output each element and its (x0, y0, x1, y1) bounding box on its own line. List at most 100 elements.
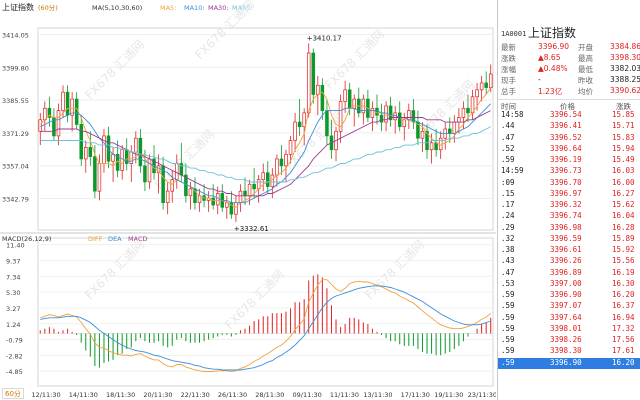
trade-row[interactable]: .53 3397.00 16.30 (498, 279, 640, 290)
quote-value: 1.23亿 (538, 87, 563, 96)
candle-down (325, 110, 329, 137)
trade-row[interactable]: .59 3398.01 17.32 (498, 324, 640, 335)
trade-row[interactable]: .47 3396.89 16.19 (498, 268, 640, 279)
trade-change: 16.20 (612, 290, 635, 299)
trade-row[interactable]: .15 3396.97 16.27 (498, 189, 640, 200)
macd-y-tick: 11.40 (6, 242, 25, 250)
x-tick-label: 14/11:30 (69, 391, 98, 399)
quote-value: ▲0.48% (538, 64, 568, 73)
trade-change: 15.92 (612, 245, 635, 254)
trades-list[interactable]: 14:58 3396.54 15.85 .44 3396.41 15.71 .47 3396.… (498, 110, 640, 369)
trade-row[interactable]: .24 3396.74 16.04 (498, 211, 640, 222)
chart-area[interactable]: 上证指数 (60分) MA(5,10,30,60) MA5: MA10: MA30: MA6… (0, 0, 496, 400)
quote-value: 3396.90 (538, 42, 570, 51)
trades-header-time: 时间 (501, 102, 516, 111)
macd-y-tick: 7.34 (6, 273, 20, 281)
candle-up (343, 89, 347, 102)
quote-label: 涨跌 (501, 54, 516, 63)
candle-up (452, 121, 457, 134)
quote-label: 开盘 (578, 43, 593, 52)
trade-change: 16.28 (612, 222, 635, 232)
x-tick-label: 26/11:30 (218, 391, 247, 399)
trade-price: 3396.64 (550, 143, 582, 153)
trade-row[interactable]: .43 3396.26 15.56 (498, 256, 640, 267)
trade-row[interactable]: .38 3396.61 15.92 (498, 245, 640, 256)
trade-row[interactable]: .32 3396.59 15.89 (498, 234, 640, 245)
quote-panel: 1A0001 上证指数 最新 3396.90 开盘 3384.86 涨跌 ▲8.65 最高 3… (497, 0, 640, 400)
trade-change: 15.85 (612, 110, 635, 119)
trade-change: 15.71 (612, 121, 635, 131)
trade-row[interactable]: .17 3396.32 15.62 (498, 200, 640, 211)
trade-price: 3396.70 (550, 177, 582, 187)
trade-row[interactable]: .44 3396.41 15.71 (498, 121, 640, 132)
trade-row[interactable]: 14:59 3396.73 16.03 (498, 166, 640, 177)
trade-time: .24 (501, 211, 515, 221)
macd-legend-2: MACD (128, 235, 147, 243)
macd-label: MACD(26,12,9) (2, 235, 51, 243)
kline-y-tick: 3385.55 (2, 97, 29, 105)
candle-down (74, 98, 79, 125)
trade-time: .29 (501, 222, 515, 232)
trade-row[interactable]: :09 3396.70 16.00 (498, 178, 640, 189)
trade-change: 16.37 (612, 301, 635, 311)
candle-up (293, 121, 297, 141)
kline-chart[interactable]: 上证指数 (60分) MA(5,10,30,60) MA5: MA10: MA30: MA6… (0, 0, 496, 400)
trade-price: 3396.98 (550, 222, 582, 232)
kline-y-tick: 3342.79 (2, 196, 29, 204)
trade-price: 3397.00 (550, 278, 582, 288)
trade-row[interactable]: .59 3396.19 15.49 (498, 155, 640, 166)
kline-y-tick: 3399.80 (2, 64, 29, 72)
candle-down (143, 165, 147, 183)
chart-timeframe-label: (60分) (38, 3, 58, 12)
x-tick-label: 28/11:30 (255, 391, 284, 399)
trade-row[interactable]: .59 3396.90 16.20 (498, 290, 640, 301)
trade-time: .59 (501, 346, 515, 356)
trade-price: 3396.54 (550, 110, 582, 119)
trade-row[interactable]: .59 3397.07 16.37 (498, 301, 640, 312)
trade-time: .47 (501, 132, 515, 142)
quote-value: 3382.03 (610, 64, 640, 73)
timeframe-select[interactable]: 60分 (2, 388, 24, 399)
trade-row[interactable]: .59 3397.64 16.94 (498, 313, 640, 324)
candle-down (79, 124, 83, 160)
trade-change: 17.56 (612, 335, 635, 344)
x-tick-label: 23/11:30 (468, 391, 496, 399)
candle-up (134, 137, 138, 153)
quote-label: 均价 (578, 87, 593, 96)
trade-row[interactable]: .29 3396.98 16.28 (498, 223, 640, 234)
trade-row[interactable]: .59 3398.26 17.56 (498, 335, 640, 346)
quote-label: 最低 (578, 65, 593, 74)
trade-price: 3396.74 (550, 211, 582, 221)
trade-change: 16.94 (612, 312, 635, 322)
trade-row[interactable]: .59 3396.90 16.20 (498, 357, 640, 369)
chart-title: 上证指数 (2, 2, 34, 12)
candle-up (306, 52, 311, 114)
trade-time: .59 (501, 290, 515, 299)
trade-row[interactable]: .52 3396.64 15.94 (498, 144, 640, 155)
candle-up (438, 137, 443, 151)
candle-up (302, 112, 306, 128)
trade-time: .47 (501, 267, 515, 277)
candle-down (65, 91, 70, 116)
quote-value: 3384.86 (610, 42, 640, 51)
ma-line-ma30 (40, 110, 491, 197)
trade-row[interactable]: 14:58 3396.54 15.85 (498, 110, 640, 121)
quote-label: 最新 (501, 43, 516, 52)
trade-price: 3398.01 (550, 323, 582, 333)
macd-dea-line (40, 285, 491, 371)
candle-up (247, 183, 252, 197)
candle-down (47, 107, 52, 118)
trade-time: .32 (501, 233, 515, 243)
candle-up (488, 73, 493, 88)
candle-down (311, 52, 316, 95)
x-tick-label: 18/11:30 (106, 391, 135, 399)
trade-row[interactable]: .59 3398.30 17.61 (498, 346, 640, 357)
trade-time: .44 (501, 121, 515, 131)
candle-down (434, 142, 438, 151)
trade-time: .52 (501, 143, 515, 153)
trade-row[interactable]: .47 3396.52 15.83 (498, 133, 640, 144)
trade-price: 3397.64 (550, 312, 582, 322)
kline-y-tick: 3357.04 (2, 163, 29, 171)
ma-legend-0: MA5: (160, 4, 176, 12)
candle-down (266, 172, 270, 187)
